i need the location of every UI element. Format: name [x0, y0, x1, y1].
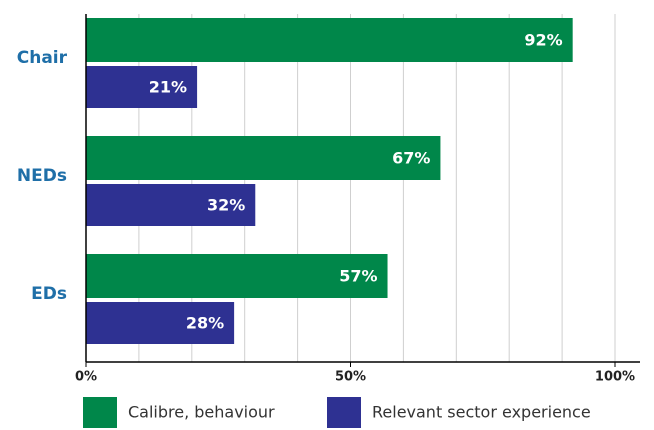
legend-label: Relevant sector experience — [372, 403, 591, 422]
value-label: 21% — [149, 78, 187, 97]
bar — [86, 18, 573, 62]
bar — [86, 66, 198, 108]
bar — [86, 302, 235, 344]
value-label: 28% — [186, 314, 224, 333]
value-label: 67% — [392, 149, 430, 168]
value-label: 57% — [339, 267, 377, 286]
category-label: Chair — [17, 48, 68, 68]
value-label: 92% — [524, 31, 562, 50]
category-label: NEDs — [17, 166, 67, 186]
bar — [86, 136, 441, 180]
value-label: 32% — [207, 196, 245, 215]
bar — [86, 184, 256, 226]
x-tick-label: 50% — [335, 370, 366, 385]
x-tick-label: 100% — [595, 370, 635, 385]
legend-label: Calibre, behaviour — [128, 403, 275, 422]
x-tick-label: 0% — [75, 370, 97, 385]
legend-swatch — [83, 397, 117, 428]
category-label: EDs — [31, 284, 67, 304]
bar — [86, 254, 388, 298]
legend-swatch — [327, 397, 361, 428]
